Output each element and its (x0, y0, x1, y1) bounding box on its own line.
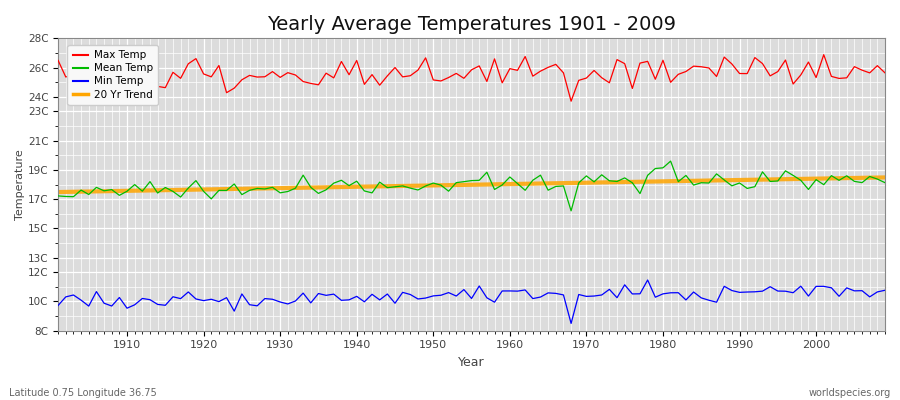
Y-axis label: Temperature: Temperature (15, 149, 25, 220)
Legend: Max Temp, Mean Temp, Min Temp, 20 Yr Trend: Max Temp, Mean Temp, Min Temp, 20 Yr Tre… (68, 45, 158, 105)
Text: worldspecies.org: worldspecies.org (809, 388, 891, 398)
X-axis label: Year: Year (458, 356, 485, 369)
Text: Latitude 0.75 Longitude 36.75: Latitude 0.75 Longitude 36.75 (9, 388, 157, 398)
Title: Yearly Average Temperatures 1901 - 2009: Yearly Average Temperatures 1901 - 2009 (267, 15, 676, 34)
